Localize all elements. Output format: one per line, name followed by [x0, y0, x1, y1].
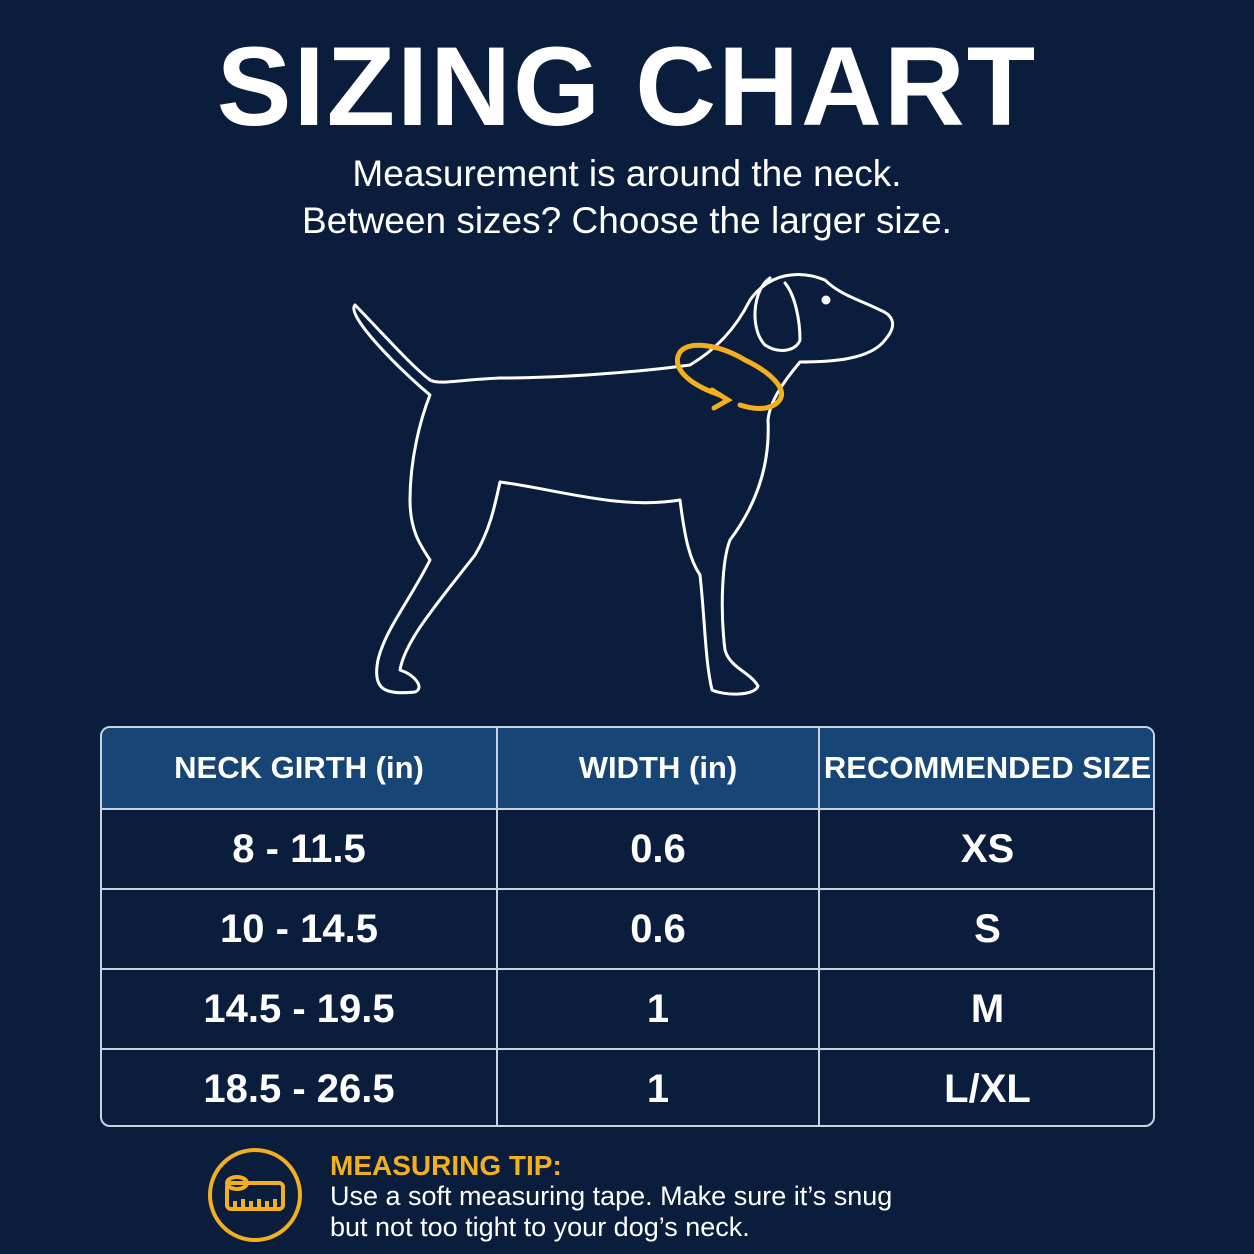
subtitle: Measurement is around the neck. — [352, 153, 902, 194]
subtitle: Between sizes? Choose the larger size. — [302, 200, 952, 241]
table-cell: 0.6 — [498, 890, 820, 970]
table-cell: 14.5 - 19.5 — [102, 970, 498, 1050]
table-cell: 1 — [498, 970, 820, 1050]
column-header: WIDTH (in) — [498, 728, 820, 810]
sizing-table: NECK GIRTH (in) WIDTH (in) RECOMMENDED SIZ… — [100, 726, 1155, 1127]
column-header: RECOMMENDED SIZE — [820, 728, 1153, 810]
tip-text: but not too tight to your dog’s neck. — [330, 1212, 750, 1242]
table-cell: 8 - 11.5 — [102, 810, 498, 890]
column-header: NECK GIRTH (in) — [102, 728, 498, 810]
tip-text: Use a soft measuring tape. Make sure it’… — [330, 1181, 893, 1211]
title: SIZING CHART — [216, 24, 1038, 149]
table-cell: 10 - 14.5 — [102, 890, 498, 970]
table-cell: 0.6 — [498, 810, 820, 890]
table-cell: S — [820, 890, 1153, 970]
table-cell: XS — [820, 810, 1153, 890]
dog-illustration — [352, 273, 895, 696]
table-cell: 1 — [498, 1050, 820, 1125]
tip-title: MEASURING TIP: — [330, 1150, 562, 1181]
table-cell: L/XL — [820, 1050, 1153, 1125]
table-cell: M — [820, 970, 1153, 1050]
table-cell: 18.5 - 26.5 — [102, 1050, 498, 1125]
tape-icon — [208, 1148, 302, 1242]
